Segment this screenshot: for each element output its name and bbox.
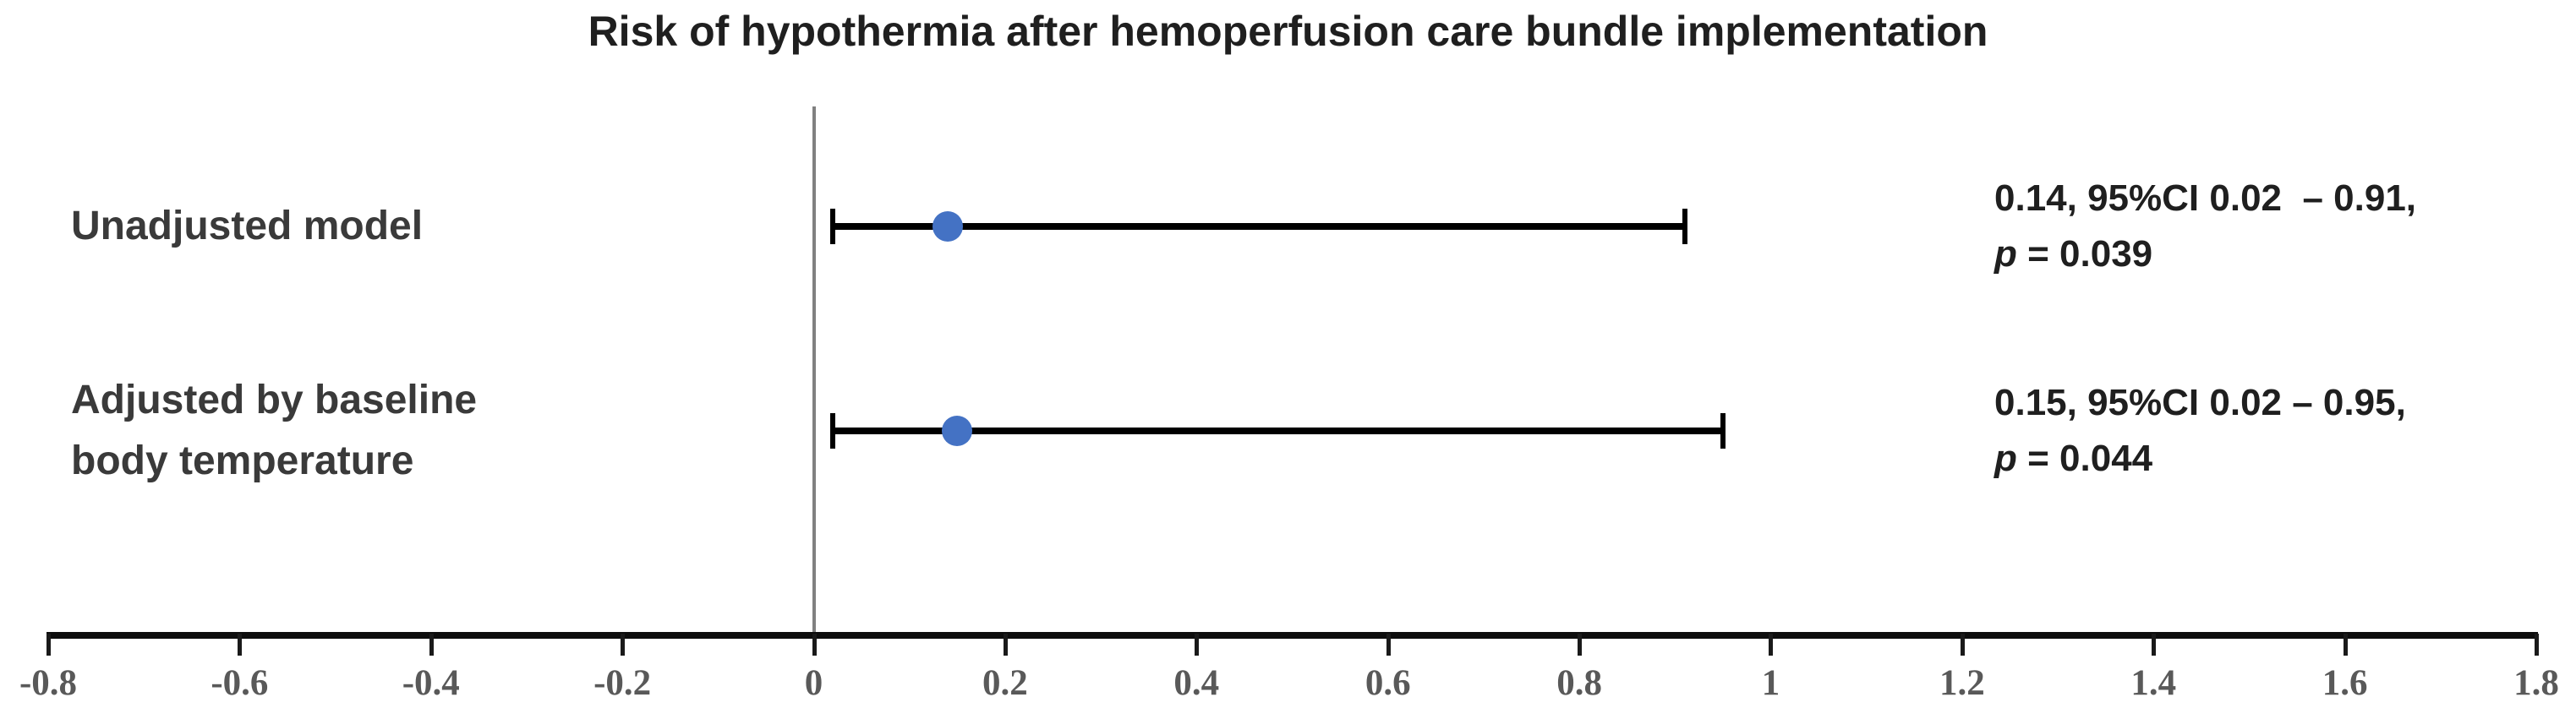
x-axis-tick-label: 0.6 xyxy=(1365,663,1411,703)
x-axis-tick xyxy=(812,634,817,656)
row-label-unadjusted-model: Unadjusted model xyxy=(71,196,423,257)
x-axis-tick xyxy=(1960,634,1965,656)
row-label-line: body temperature xyxy=(71,438,414,483)
x-axis-tick xyxy=(46,634,51,656)
x-axis-tick xyxy=(238,634,243,656)
x-axis-tick xyxy=(1195,634,1200,656)
x-axis-tick xyxy=(1578,634,1583,656)
x-axis-tick-label: 0.4 xyxy=(1173,663,1220,703)
annotation-p-text: p = 0.044 xyxy=(1994,431,2406,487)
ci-lower-cap xyxy=(830,209,836,244)
x-axis-tick-label: 1.6 xyxy=(2322,663,2368,703)
x-axis-tick-label: 1.4 xyxy=(2130,663,2177,703)
x-axis-tick xyxy=(429,634,434,656)
x-axis-tick xyxy=(2152,634,2157,656)
x-axis-tick-label: 1 xyxy=(1761,663,1780,703)
row-label-line: Unadjusted model xyxy=(71,204,424,248)
p-value: = 0.039 xyxy=(2016,233,2153,275)
x-axis-line xyxy=(46,632,2538,639)
x-axis-tick-label: -0.6 xyxy=(211,663,269,703)
point-estimate-dot xyxy=(933,211,963,242)
p-symbol: p xyxy=(1994,438,2017,479)
x-axis-tick-label: 0.2 xyxy=(982,663,1028,703)
x-axis-tick xyxy=(1386,634,1391,656)
x-axis-tick-label: 0.8 xyxy=(1556,663,1602,703)
row-label-line: Adjusted by baseline xyxy=(71,378,478,422)
point-estimate-dot xyxy=(942,416,973,446)
x-axis-tick-label: -0.2 xyxy=(593,663,652,703)
x-axis-tick-label: 1.2 xyxy=(1939,663,1985,703)
ci-upper-cap xyxy=(1720,413,1726,449)
annotation-unadjusted-model: 0.14, 95%CI 0.02 – 0.91, p = 0.039 xyxy=(1994,171,2416,282)
ci-upper-cap xyxy=(1682,209,1687,244)
ci-lower-cap xyxy=(830,413,836,449)
chart-title: Risk of hypothermia after hemoperfusion … xyxy=(588,8,1988,55)
x-axis-tick-label: -0.8 xyxy=(19,663,78,703)
x-axis-tick-label: -0.4 xyxy=(402,663,460,703)
zero-reference-line xyxy=(812,106,816,639)
annotation-ci-text: 0.14, 95%CI 0.02 – 0.91, xyxy=(1994,177,2417,219)
x-axis-tick xyxy=(1003,634,1008,656)
annotation-ci-text: 0.15, 95%CI 0.02 – 0.95, xyxy=(1994,382,2406,423)
row-label-adjusted-model: Adjusted by baseline body temperature xyxy=(71,370,477,492)
x-axis-tick xyxy=(2535,634,2539,656)
p-value: = 0.044 xyxy=(2016,438,2153,479)
annotation-p-text: p = 0.039 xyxy=(1994,226,2416,282)
x-axis-tick xyxy=(2343,634,2348,656)
confidence-interval-bar xyxy=(833,428,1723,434)
x-axis-tick-label: 1.8 xyxy=(2513,663,2559,703)
x-axis-tick xyxy=(621,634,626,656)
x-axis-tick-label: 0 xyxy=(804,663,823,703)
annotation-adjusted-model: 0.15, 95%CI 0.02 – 0.95, p = 0.044 xyxy=(1994,375,2406,487)
confidence-interval-bar xyxy=(833,223,1685,230)
x-axis-tick xyxy=(1769,634,1774,656)
p-symbol: p xyxy=(1994,233,2017,275)
